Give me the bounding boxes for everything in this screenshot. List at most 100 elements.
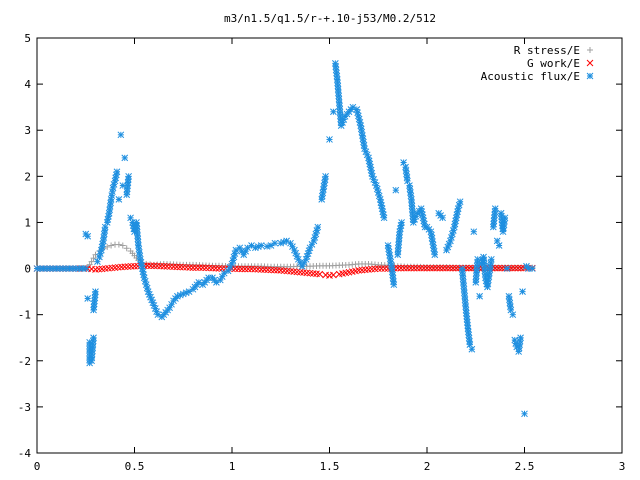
data-point — [509, 311, 517, 319]
data-point — [423, 264, 431, 272]
data-point — [449, 264, 457, 272]
data-marks — [33, 60, 536, 418]
data-point — [90, 334, 97, 342]
data-point — [439, 214, 446, 222]
data-point — [108, 242, 115, 249]
chart-title: m3/n1.5/q1.5/r-+.10-j53/M0.2/512 — [224, 12, 436, 25]
data-point — [82, 265, 90, 272]
data-point — [271, 239, 279, 247]
data-point — [84, 232, 92, 240]
y-tick-label: 3 — [24, 124, 31, 137]
data-point — [380, 214, 388, 222]
data-point — [115, 196, 123, 203]
data-point — [491, 208, 499, 216]
data-point — [263, 243, 271, 250]
data-point — [244, 265, 252, 273]
y-tick-label: -1 — [18, 309, 31, 322]
y-tick-label: -3 — [18, 401, 31, 414]
y-tick-label: -4 — [18, 447, 32, 460]
data-point — [131, 262, 138, 270]
data-point — [430, 264, 437, 272]
data-point — [84, 295, 92, 302]
data-point — [428, 231, 435, 239]
legend-marker — [586, 72, 594, 80]
data-point — [53, 265, 60, 272]
data-point — [439, 264, 447, 272]
data-point — [189, 264, 197, 271]
data-point — [88, 258, 95, 265]
data-point — [125, 172, 133, 180]
data-point — [407, 264, 415, 272]
y-tick-label: 1 — [24, 216, 31, 229]
data-point — [124, 179, 132, 186]
data-point — [121, 263, 129, 271]
data-point — [519, 288, 526, 295]
data-point — [426, 264, 434, 272]
data-point — [528, 265, 536, 272]
data-point — [514, 264, 522, 272]
data-point — [417, 264, 424, 272]
data-point — [511, 264, 519, 272]
legend-label: R stress/E — [514, 44, 580, 57]
data-point — [326, 136, 333, 143]
data-point — [495, 242, 503, 249]
data-point — [314, 223, 322, 231]
x-tick-label: 1.5 — [320, 460, 340, 473]
data-point — [515, 344, 523, 352]
data-point — [465, 264, 473, 272]
data-point — [413, 264, 421, 272]
data-point — [443, 246, 450, 254]
data-point — [498, 264, 506, 272]
axes: 0 0.5 1 1.5 2 2.5 3 -4 -3 -2 -1 0 1 2 3 4 5 — [18, 32, 626, 473]
data-point — [431, 251, 439, 259]
data-point — [66, 265, 73, 272]
data-point — [443, 264, 450, 272]
data-point — [119, 242, 126, 249]
data-point — [456, 198, 464, 206]
data-point — [501, 214, 509, 222]
data-point — [474, 255, 482, 263]
data-point — [404, 264, 411, 272]
data-point — [503, 265, 511, 272]
data-point — [452, 264, 460, 272]
data-point — [91, 294, 99, 302]
data-point — [501, 217, 508, 225]
x-tick-label: 3 — [619, 460, 626, 473]
data-point — [385, 245, 392, 253]
data-point — [241, 265, 249, 273]
data-point — [244, 244, 251, 252]
y-tick-label: 0 — [24, 263, 31, 276]
data-point — [92, 288, 99, 295]
data-point — [231, 250, 239, 257]
data-point — [446, 264, 454, 272]
data-point — [385, 248, 393, 256]
data-point — [436, 264, 444, 272]
data-point — [123, 245, 130, 252]
data-point — [90, 255, 97, 262]
data-point — [124, 263, 132, 270]
data-point — [398, 219, 406, 226]
data-point — [390, 281, 398, 289]
x-tick-label: 1 — [229, 460, 236, 473]
data-point — [143, 284, 151, 292]
data-point — [420, 264, 428, 272]
data-point — [397, 264, 405, 272]
legend-label: Acoustic flux/E — [481, 70, 580, 83]
data-point — [144, 262, 151, 270]
data-point — [192, 264, 200, 271]
data-point — [392, 186, 400, 194]
x-tick-label: 2.5 — [515, 460, 535, 473]
data-point — [480, 260, 488, 268]
data-point — [321, 179, 328, 187]
data-point — [400, 264, 408, 272]
series-2 — [33, 60, 536, 418]
data-point — [517, 264, 525, 272]
data-point — [113, 168, 121, 176]
data-point — [147, 262, 155, 270]
data-point — [517, 334, 524, 342]
data-point — [470, 228, 478, 236]
data-point — [117, 131, 125, 139]
data-point — [115, 241, 122, 248]
data-point — [476, 292, 484, 300]
data-point — [374, 265, 382, 272]
